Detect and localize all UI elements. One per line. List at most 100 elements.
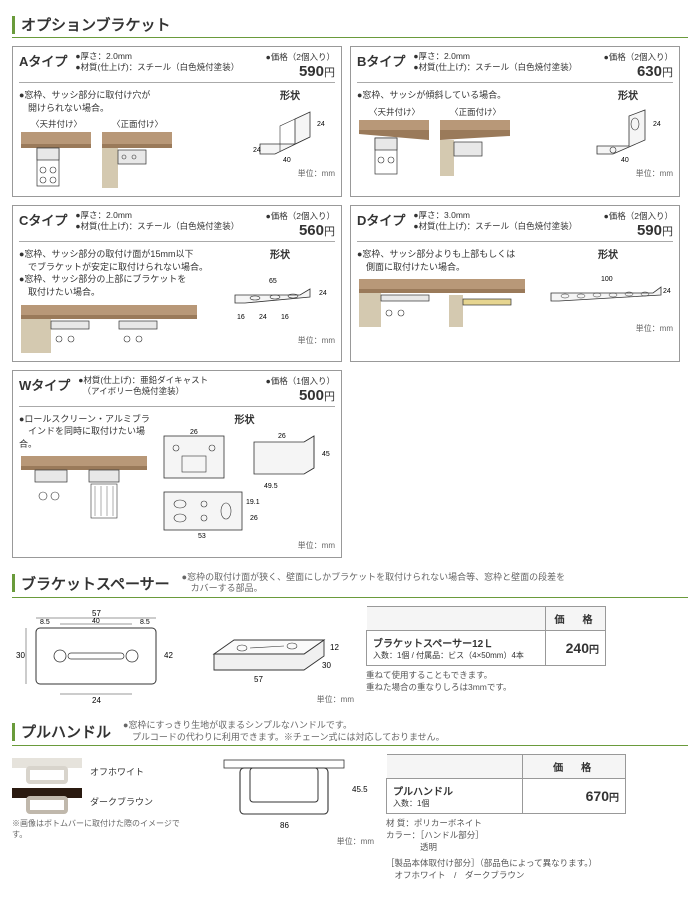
svg-text:12: 12 <box>330 643 339 652</box>
price-block: ●価格（2個入り） 560円 <box>266 210 335 239</box>
section-desc: ●窓枠の取付け面が狭く、壁面にしかブラケットを取付けられない場合等、窓枠と壁面の… <box>182 572 565 595</box>
svg-text:57: 57 <box>92 609 101 618</box>
accent-bar <box>12 574 15 592</box>
svg-text:19.1: 19.1 <box>246 499 260 506</box>
install-diagram-front: 〈正面付け〉 <box>438 106 513 178</box>
use-case: ●窓枠、サッシ部分の取付け面が15mm以下 でブラケットが安定に取付けられない場… <box>19 248 225 298</box>
unit-label: 単位：mm <box>204 836 374 847</box>
dim-label: 40 <box>283 157 291 164</box>
price-header: 価 格 <box>545 606 605 630</box>
svg-text:24: 24 <box>663 288 671 295</box>
spacer-content: 57 40 8.5 8.5 30 42 24 57 30 12 単位：mm 価 … <box>12 606 688 706</box>
bracket-grid: Aタイプ ●厚さ：2.0mm ●材質(仕上げ)：スチール（白色焼付塗装） ●価格… <box>12 46 688 558</box>
install-diagram-ceiling: 〈天井付け〉 <box>19 118 94 190</box>
shape-diagram-icon: 40 24 24 <box>245 104 333 166</box>
shape-label: 形状 <box>543 246 673 261</box>
shape-label: 形状 <box>154 411 335 426</box>
svg-text:65: 65 <box>269 278 277 285</box>
dim-label: 24 <box>317 121 325 128</box>
shape-diagram-icon: 40 24 <box>583 104 671 166</box>
svg-text:45.5: 45.5 <box>352 785 368 794</box>
product-sub: 入数：1個 / 付属品：ビス（4×50mm）4本 <box>373 650 539 661</box>
product-sub: 入数：1個 <box>393 798 516 809</box>
shape-label: 形状 <box>245 87 335 102</box>
bracket-install-icon <box>438 118 513 178</box>
section-title: プルハンドル <box>21 721 111 742</box>
svg-text:24: 24 <box>319 290 327 297</box>
svg-text:100: 100 <box>601 276 613 283</box>
unit-label: 単位：mm <box>194 694 354 705</box>
price-header: 価 格 <box>523 755 626 779</box>
unit-label: 単位：mm <box>245 168 335 179</box>
shape-diagram-icon: 65 24 16 24 16 <box>225 263 333 333</box>
accent-bar <box>12 723 15 741</box>
bracket-type-d: Dタイプ ●厚さ：3.0mm ●材質(仕上げ)：スチール（白色焼付塗装） ●価格… <box>350 205 680 361</box>
svg-text:8.5: 8.5 <box>140 619 150 626</box>
bracket-install-icon <box>19 130 94 190</box>
handle-drawing-icon: 86 45.5 <box>204 754 374 834</box>
section-header-handle: プルハンドル ●窓枠にすっきり生地が収まるシンプルなハンドルです。 プルコードの… <box>12 720 688 746</box>
handle-footnote: ※画像はボトムバーに取付けた際のイメージです。 <box>12 818 192 840</box>
svg-text:30: 30 <box>322 661 331 670</box>
use-case: ●ロールスクリーン・アルミブラ インドを同時に取付けたい場合。 <box>19 413 154 451</box>
svg-text:40: 40 <box>621 157 629 164</box>
bracket-type-c: Cタイプ ●厚さ：2.0mm ●材質(仕上げ)：スチール（白色焼付塗装） ●価格… <box>12 205 342 361</box>
svg-text:30: 30 <box>16 651 25 660</box>
price-block: ●価格（2個入り） 590円 <box>604 210 673 239</box>
svg-text:53: 53 <box>198 533 206 538</box>
shape-label: 形状 <box>583 87 673 102</box>
use-case: ●窓枠、サッシが傾斜している場合。 <box>357 89 583 102</box>
svg-text:16: 16 <box>237 314 245 321</box>
shape-diagram-icon: 100 24 <box>543 263 671 321</box>
section-title: オプションブラケット <box>21 14 171 35</box>
bracket-install-icon <box>357 118 432 178</box>
type-title: Bタイプ <box>357 51 405 70</box>
bracket-install-icon <box>19 454 149 524</box>
section-title: ブラケットスペーサー <box>21 573 170 594</box>
handle-price-table: 価 格 プルハンドル 入数：1個 670円 <box>386 754 626 814</box>
spacer-iso-view-icon: 57 30 12 <box>194 606 354 692</box>
type-specs: ●厚さ：2.0mm ●材質(仕上げ)：スチール（白色焼付塗装） <box>75 210 265 232</box>
type-title: Aタイプ <box>19 51 67 70</box>
svg-text:24: 24 <box>653 121 661 128</box>
bracket-type-b: Bタイプ ●厚さ：2.0mm ●材質(仕上げ)：スチール（白色焼付塗装） ●価格… <box>350 46 680 197</box>
svg-text:86: 86 <box>280 821 289 830</box>
type-specs: ●厚さ：2.0mm ●材質(仕上げ)：スチール（白色焼付塗装） <box>75 51 265 73</box>
accent-bar <box>12 16 15 34</box>
spacer-top-view-icon: 57 40 8.5 8.5 30 42 24 <box>12 606 182 706</box>
color-option-darkbrown: ダークブラウン <box>12 788 192 814</box>
price-block: ●価格（2個入り） 590円 <box>266 51 335 80</box>
svg-text:26: 26 <box>250 515 258 522</box>
type-specs: ●厚さ：2.0mm ●材質(仕上げ)：スチール（白色焼付塗装） <box>413 51 603 73</box>
svg-text:57: 57 <box>254 675 263 684</box>
type-specs: ●材質(仕上げ)：亜鉛ダイキャスト （アイボリー色焼付塗装） <box>78 375 265 397</box>
unit-label: 単位：mm <box>225 335 335 346</box>
section-header-spacer: ブラケットスペーサー ●窓枠の取付け面が狭く、壁面にしかブラケットを取付けられな… <box>12 572 688 598</box>
bracket-type-a: Aタイプ ●厚さ：2.0mm ●材質(仕上げ)：スチール（白色焼付塗装） ●価格… <box>12 46 342 197</box>
shape-diagram-icon: 45 26 26 53 19.1 2 <box>154 428 334 538</box>
handle-specs: 材 質：ポリカーボネイト カラー：［ハンドル部分］ 透明 ［製品本体取付け部分］… <box>386 818 688 881</box>
shape-label: 形状 <box>225 246 335 261</box>
svg-text:42: 42 <box>164 651 173 660</box>
bracket-install-icon <box>19 303 199 355</box>
svg-text:24: 24 <box>92 696 101 705</box>
svg-text:8.5: 8.5 <box>40 619 50 626</box>
unit-label: 単位：mm <box>154 540 335 551</box>
type-title: Wタイプ <box>19 375 70 394</box>
spacer-note: 重ねて使用することもできます。 重ねた場合の重なりしろは3mmです。 <box>366 670 688 694</box>
price-block: ●価格（1個入り） 500円 <box>266 375 335 404</box>
svg-text:16: 16 <box>281 314 289 321</box>
type-title: Dタイプ <box>357 210 405 229</box>
install-diagram-ceiling: 〈天井付け〉 <box>357 106 432 178</box>
use-case: ●窓枠、サッシ部分に取付け穴が 開けられない場合。 <box>19 89 245 114</box>
product-name: プルハンドル <box>393 783 516 798</box>
unit-label: 単位：mm <box>583 168 673 179</box>
install-diagram-front: 〈正面付け〉 <box>100 118 175 190</box>
type-specs: ●厚さ：3.0mm ●材質(仕上げ)：スチール（白色焼付塗装） <box>413 210 603 232</box>
bracket-install-icon <box>100 130 175 190</box>
svg-text:40: 40 <box>92 618 100 625</box>
section-header-bracket: オプションブラケット <box>12 14 688 38</box>
use-case: ●窓枠、サッシ部分よりも上部もしくは 側面に取付けたい場合。 <box>357 248 543 273</box>
unit-label: 単位：mm <box>543 323 673 334</box>
product-name: ブラケットスペーサー12Ｌ <box>373 635 539 650</box>
